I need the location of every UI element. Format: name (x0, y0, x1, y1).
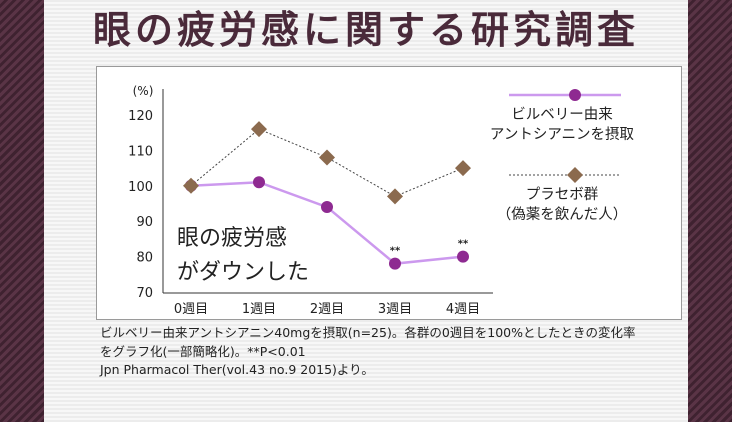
legend-label-1: プラセボ群（偽薬を飲んだ人） (497, 186, 628, 223)
x-tick-label: 3週目 (378, 302, 412, 317)
significance-mark: ** (390, 246, 401, 257)
x-tick-label: 0週目 (174, 302, 208, 317)
series-1-point (251, 121, 267, 138)
y-tick-label: 110 (128, 144, 153, 159)
footnote: ビルベリー由来アントシアニン40mgを摂取(n=25)。各群の0週目を100%と… (100, 324, 684, 380)
annotation-line-1: 眼の疲労感 (177, 226, 287, 251)
series-0-point (457, 250, 469, 263)
footnote-line-2: をグラフ化(一部簡略化)。**P<0.01 (100, 343, 306, 359)
page-title: 眼の疲労感に関する研究調査 (92, 8, 639, 52)
x-tick-label: 1週目 (242, 302, 276, 317)
series-0-point (321, 201, 333, 214)
chart-area: (%) 70 80 90 100 110 120 0週目 1週目 2週目 3週目 4週目 ** ** 眼の… (96, 66, 682, 320)
series-1-point (319, 149, 335, 166)
annotation-line-2: がダウンした (177, 260, 309, 285)
series-1-point (387, 188, 403, 205)
legend-label-0: ビルベリー由来アントシアニンを摂取 (490, 106, 635, 143)
x-tick-label: 4週目 (446, 302, 480, 317)
y-tick-label: 100 (128, 180, 153, 195)
series-0-point (253, 176, 265, 189)
right-border (688, 0, 732, 422)
y-tick-label: 90 (136, 215, 153, 230)
series-line-0 (190, 180, 464, 265)
footnote-line-1: ビルベリー由来アントシアニン40mgを摂取(n=25)。各群の0週目を100%と… (100, 325, 636, 340)
series-1-point (455, 160, 471, 177)
left-border (0, 0, 44, 422)
series-1-point (183, 177, 199, 194)
footnote-line-3: Jpn Pharmacol Ther(vol.43 no.9 2015)より。 (100, 362, 374, 377)
significance-mark: ** (458, 239, 469, 250)
y-axis-unit: (%) (133, 84, 154, 98)
y-tick-label: 80 (136, 251, 153, 266)
legend-marker-0 (569, 89, 581, 101)
series-line-1 (190, 128, 464, 197)
y-tick-label: 120 (128, 109, 153, 124)
legend-marker-1 (567, 167, 583, 183)
x-tick-label: 2週目 (310, 302, 344, 317)
y-tick-label: 70 (136, 286, 153, 301)
series-0-point (389, 257, 401, 270)
line-chart: (%) 70 80 90 100 110 120 0週目 1週目 2週目 3週目 4週目 ** ** 眼の… (128, 84, 635, 317)
